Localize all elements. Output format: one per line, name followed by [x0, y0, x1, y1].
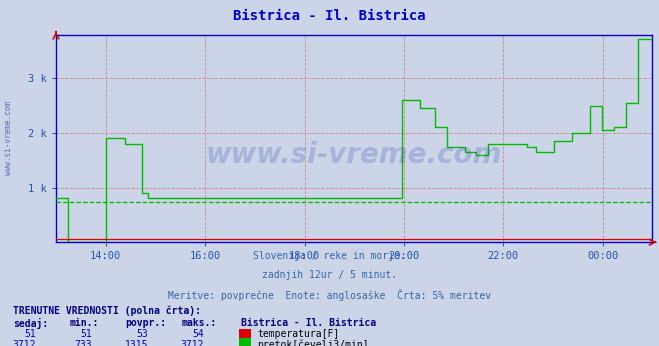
Text: www.si-vreme.com: www.si-vreme.com: [4, 101, 13, 175]
Text: temperatura[F]: temperatura[F]: [257, 329, 339, 339]
Text: TRENUTNE VREDNOSTI (polna črta):: TRENUTNE VREDNOSTI (polna črta):: [13, 305, 201, 316]
Text: 51: 51: [24, 329, 36, 339]
Text: zadnjih 12ur / 5 minut.: zadnjih 12ur / 5 minut.: [262, 270, 397, 280]
Text: pretok[čevelj3/min]: pretok[čevelj3/min]: [257, 340, 368, 346]
Text: www.si-vreme.com: www.si-vreme.com: [206, 141, 502, 169]
Text: 54: 54: [192, 329, 204, 339]
Text: Slovenija / reke in morje.: Slovenija / reke in morje.: [253, 251, 406, 261]
Text: 51: 51: [80, 329, 92, 339]
Text: 3712: 3712: [181, 340, 204, 346]
Text: sedaj:: sedaj:: [13, 318, 48, 329]
Text: 1315: 1315: [125, 340, 148, 346]
Text: 53: 53: [136, 329, 148, 339]
Text: min.:: min.:: [69, 318, 99, 328]
Text: Bistrica - Il. Bistrica: Bistrica - Il. Bistrica: [233, 9, 426, 22]
Text: Meritve: povprečne  Enote: anglosaške  Črta: 5% meritev: Meritve: povprečne Enote: anglosaške Črt…: [168, 289, 491, 301]
Text: maks.:: maks.:: [181, 318, 216, 328]
Text: 3712: 3712: [13, 340, 36, 346]
Text: Bistrica - Il. Bistrica: Bistrica - Il. Bistrica: [241, 318, 376, 328]
Text: povpr.:: povpr.:: [125, 318, 166, 328]
Text: 733: 733: [74, 340, 92, 346]
